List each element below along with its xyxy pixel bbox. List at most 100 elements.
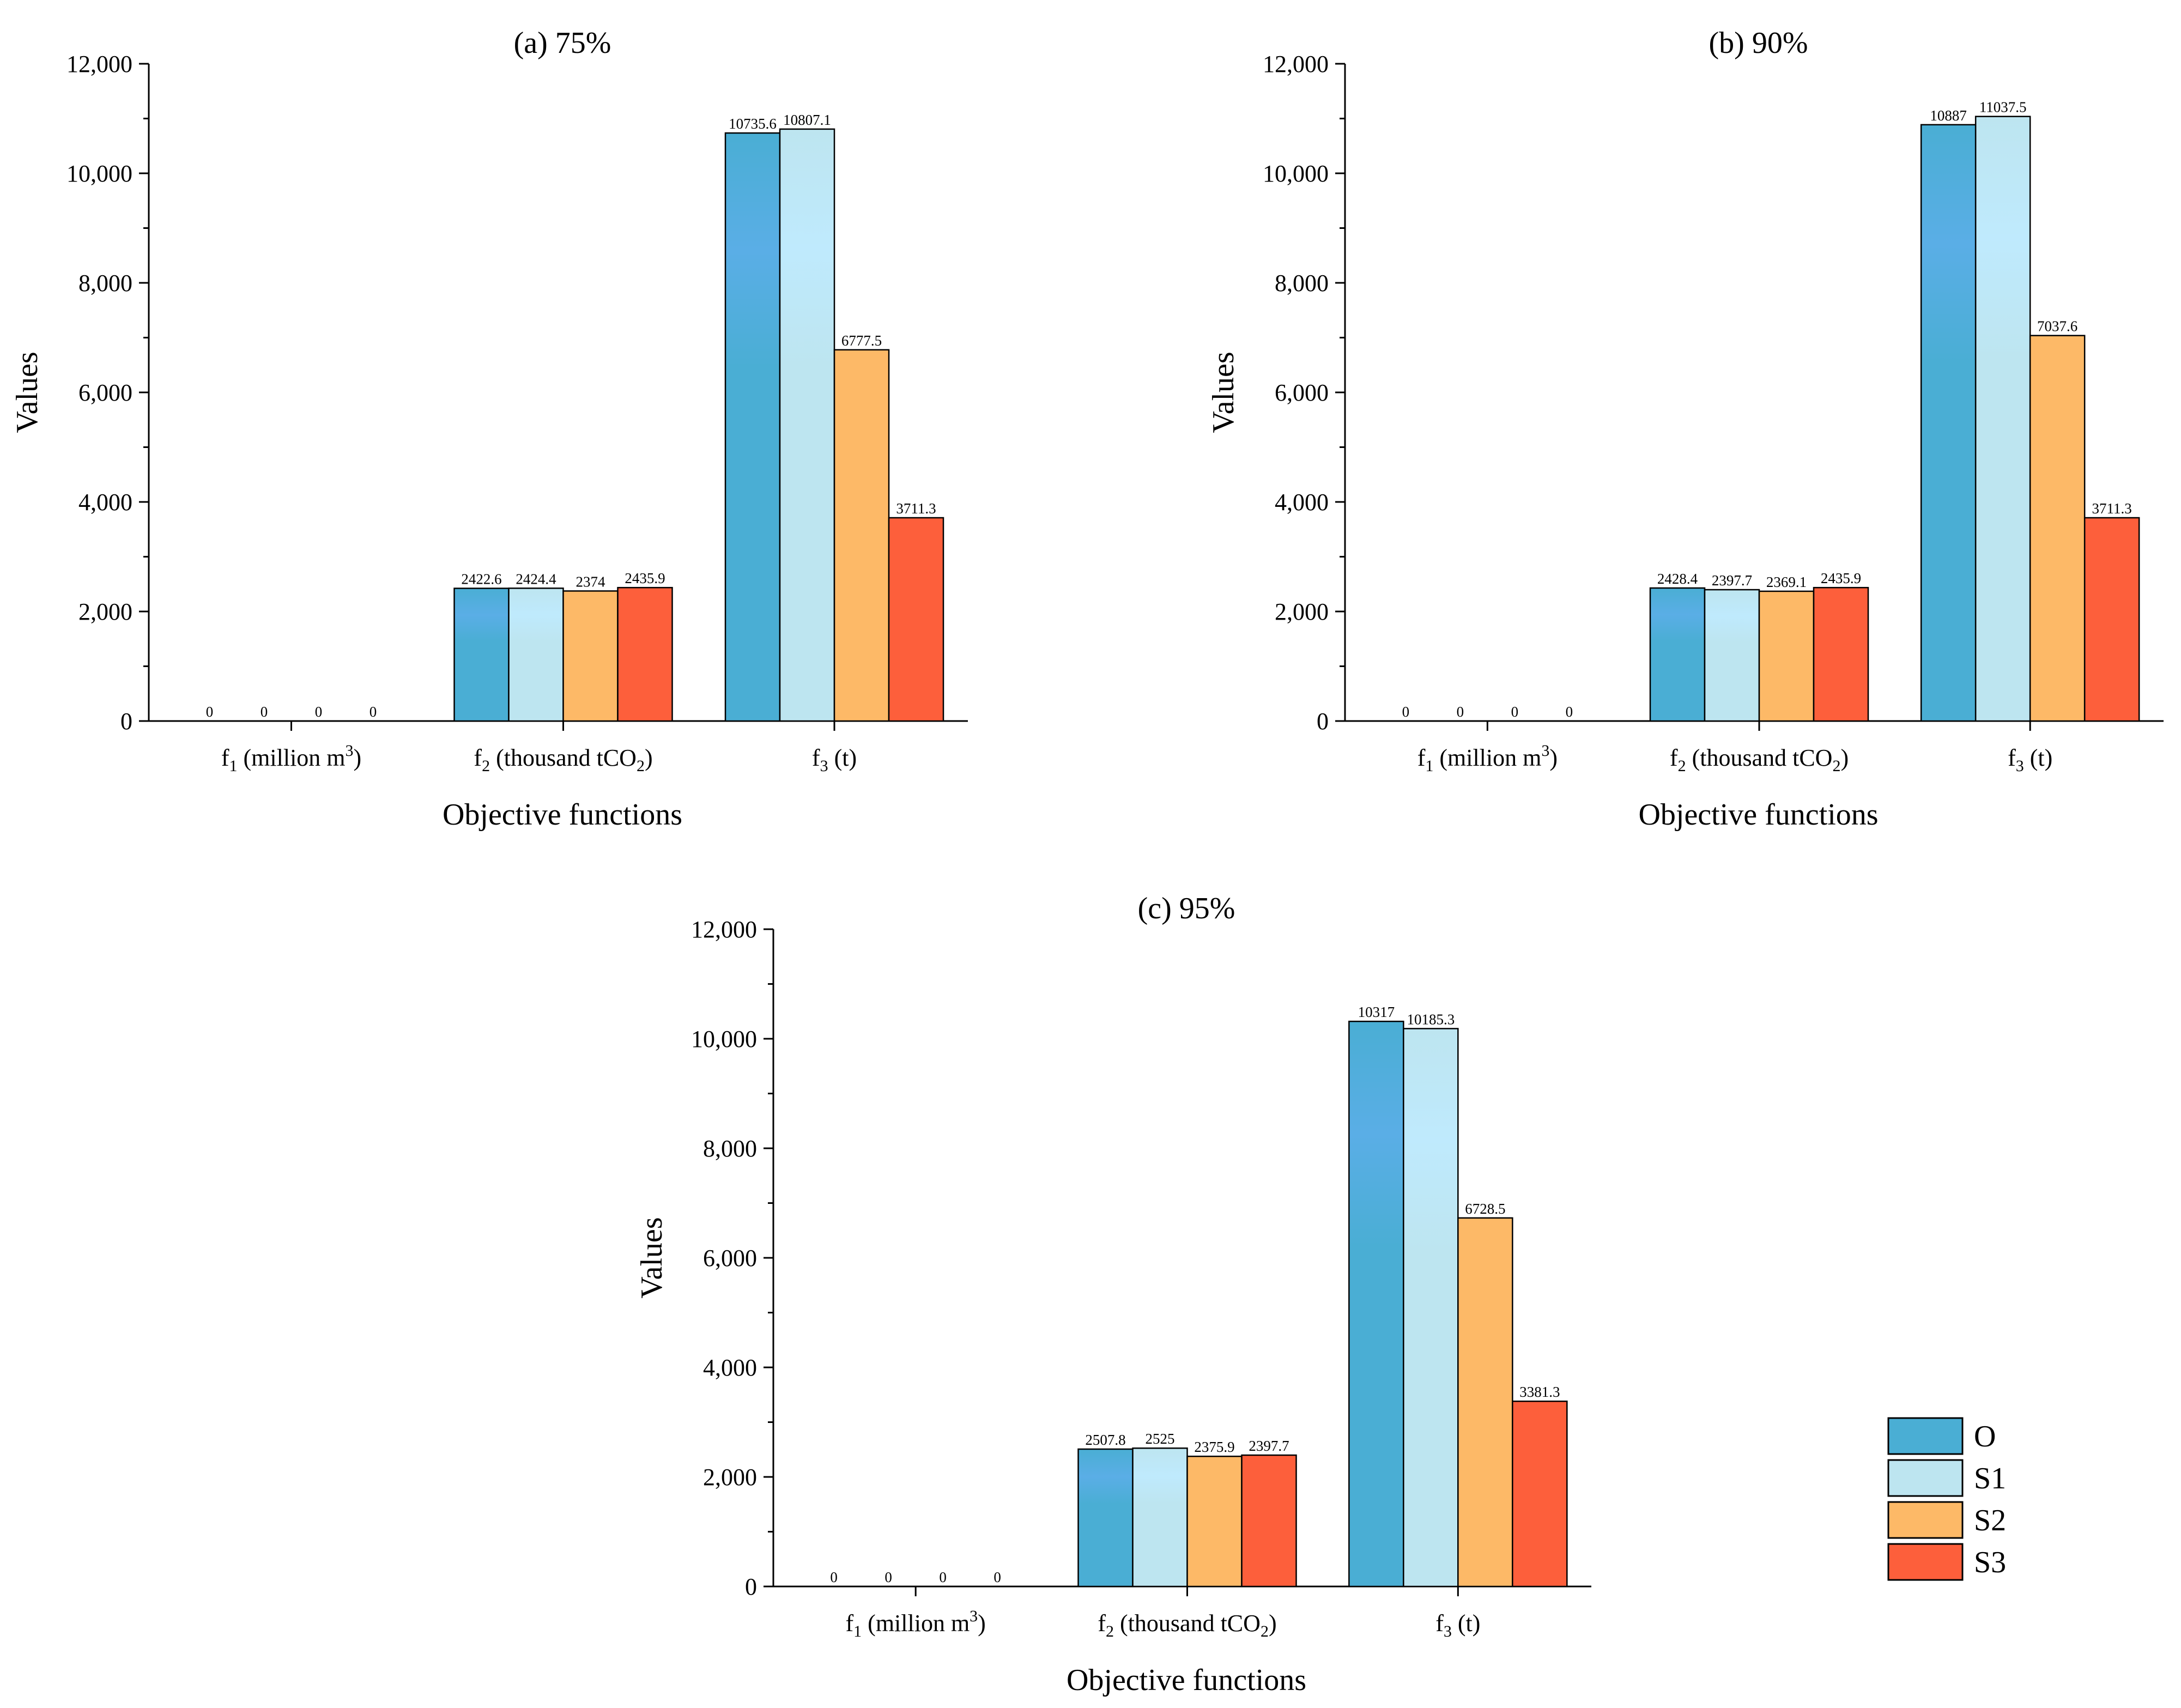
legend-item-o: O: [1887, 1417, 1996, 1455]
bar-s3-3: [888, 517, 944, 722]
legend-swatch: [1887, 1417, 1964, 1455]
x-category-label: f3 (t): [2008, 744, 2052, 775]
data-label: 2375.9: [1194, 1439, 1234, 1455]
data-label: 2435.9: [1821, 570, 1861, 586]
y-tick-label: 10,000: [1263, 160, 1329, 187]
y-tick-label: 2,000: [703, 1464, 757, 1491]
bar-s3-2: [1813, 586, 1869, 722]
bar-s1-2: [1704, 589, 1760, 722]
y-tick-label: 8,000: [703, 1135, 757, 1162]
data-label: 11037.5: [1979, 99, 2027, 116]
legend-swatch: [1887, 1501, 1964, 1539]
data-label: 0: [260, 704, 268, 720]
data-label: 0: [315, 704, 323, 720]
data-label: 2397.7: [1249, 1438, 1289, 1454]
data-label: 0: [993, 1569, 1001, 1585]
data-label: 7037.6: [2037, 318, 2077, 335]
y-tick-label: 0: [745, 1573, 757, 1600]
bar-s2-3: [1457, 1217, 1513, 1588]
y-tick-label: 0: [120, 708, 132, 735]
chart-title: (c) 95%: [1138, 892, 1235, 925]
bar-s2-2: [562, 590, 619, 722]
data-label: 10807.1: [783, 112, 831, 128]
bar-s2-3: [833, 349, 890, 722]
bar-s2-2: [1758, 590, 1815, 722]
y-tick-label: 8,000: [1275, 270, 1329, 296]
chart-title: (b) 90%: [1709, 26, 1808, 60]
chart-title: (a) 75%: [514, 26, 611, 60]
y-tick-label: 6,000: [1275, 379, 1329, 406]
data-label: 3711.3: [2092, 500, 2132, 517]
y-tick-label: 10,000: [691, 1026, 757, 1052]
chart-panel-3: (c) 95% 0 2,000 4,000 6,000 8,000 10,000 12,000…: [635, 892, 1591, 1697]
legend-item-s1: S1: [1887, 1459, 2006, 1497]
bar-s3-2: [1241, 1454, 1297, 1588]
x-category-label: f2 (thousand tCO2): [1670, 744, 1849, 775]
data-label: 10317: [1358, 1004, 1395, 1020]
bar-s1-2: [1132, 1447, 1188, 1588]
x-axis-title: Objective functions: [1638, 798, 1878, 832]
data-label: 2422.6: [461, 571, 501, 587]
bar-s1-3: [1403, 1028, 1459, 1588]
y-tick-label: 0: [1317, 708, 1329, 735]
data-label: 10887: [1930, 107, 1967, 124]
bar-o-2: [1077, 1448, 1134, 1588]
y-tick-label: 2,000: [1275, 598, 1329, 625]
legend-swatch: [1887, 1459, 1964, 1497]
data-label: 0: [206, 704, 214, 720]
bar-o-2: [453, 587, 510, 722]
x-category-label: f3 (t): [812, 744, 857, 775]
bar-o-2: [1649, 587, 1706, 722]
data-label: 0: [884, 1569, 892, 1585]
y-axis-title: Values: [10, 352, 44, 433]
x-category-label: f1 (million m3): [846, 1607, 986, 1640]
data-label: 6777.5: [841, 332, 882, 349]
legend-label: S1: [1974, 1462, 2006, 1495]
bar-s1-3: [779, 128, 835, 722]
y-tick-label: 8,000: [78, 270, 132, 296]
y-tick-label: 2,000: [78, 598, 132, 625]
legend-swatch: [1887, 1543, 1964, 1581]
legend-item-s2: S2: [1887, 1501, 2006, 1539]
data-label: 0: [939, 1569, 947, 1585]
legend-label: S3: [1974, 1546, 2006, 1579]
y-axis-title: Values: [635, 1217, 669, 1298]
y-tick-label: 12,000: [66, 51, 132, 77]
y-tick-label: 10,000: [66, 160, 132, 187]
data-label: 3381.3: [1519, 1384, 1560, 1400]
bar-s2-2: [1186, 1455, 1243, 1588]
chart-panel-1: (a) 75% 0 2,000 4,000 6,000 8,000 10,000 12,000…: [10, 26, 968, 832]
x-category-label: f2 (thousand tCO2): [1098, 1610, 1276, 1640]
bar-s1-3: [1974, 116, 2031, 722]
data-label: 10735.6: [729, 116, 777, 132]
legend-item-s3: S3: [1887, 1543, 2006, 1581]
y-tick-label: 4,000: [1275, 489, 1329, 516]
legend-label: S2: [1974, 1504, 2006, 1537]
bar-s3-3: [2083, 517, 2140, 722]
data-label: 2435.9: [625, 570, 665, 586]
data-label: 0: [369, 704, 377, 720]
bar-o-3: [1348, 1020, 1404, 1588]
data-label: 2424.4: [516, 571, 556, 587]
data-label: 3711.3: [896, 500, 936, 517]
y-tick-label: 4,000: [703, 1354, 757, 1381]
data-label: 2428.4: [1657, 571, 1698, 587]
bar-s2-3: [2029, 335, 2086, 722]
chart-panel-2: (b) 90% 0 2,000 4,000 6,000 8,000 10,000 12,000…: [1207, 26, 2164, 832]
data-label: 2369.1: [1766, 574, 1807, 590]
data-label: 0: [830, 1569, 838, 1585]
data-label: 2507.8: [1085, 1432, 1125, 1448]
legend-label: O: [1974, 1420, 1996, 1453]
data-label: 0: [1402, 704, 1410, 720]
data-label: 6728.5: [1465, 1201, 1505, 1217]
bar-o-3: [1920, 124, 1977, 722]
data-label: 0: [1511, 704, 1519, 720]
data-label: 2374: [576, 573, 606, 590]
y-tick-label: 6,000: [703, 1245, 757, 1271]
x-axis-title: Objective functions: [1067, 1663, 1306, 1697]
x-category-label: f2 (thousand tCO2): [474, 744, 652, 775]
y-tick-label: 12,000: [691, 916, 757, 943]
y-axis-title: Values: [1207, 352, 1240, 433]
